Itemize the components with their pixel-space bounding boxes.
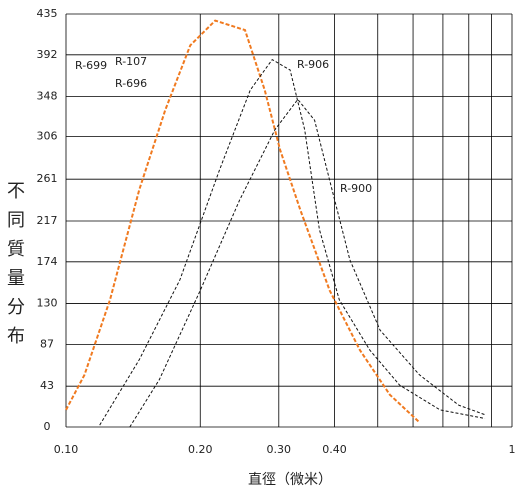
y-tick-label: 87 [40, 337, 54, 350]
series-line [99, 58, 486, 426]
x-tick-label: 0.20 [188, 443, 213, 456]
y-tick-label: 392 [37, 48, 58, 61]
x-axis-title: 直徑（微米） [248, 471, 332, 488]
y-tick-label: 130 [37, 297, 58, 310]
x-tick-label: 0.40 [322, 443, 347, 456]
y-tick-label: 261 [37, 172, 58, 185]
y-tick-label: 306 [37, 129, 58, 142]
y-tick-label: 348 [37, 90, 58, 103]
y-tick-label: 0 [44, 420, 51, 433]
annotation: R-699 [75, 59, 107, 72]
series-label: R-107 [115, 55, 147, 68]
series-line [65, 19, 421, 424]
y-tick-label: 43 [40, 379, 54, 392]
series-label: R-906 [297, 58, 329, 71]
annotation: R-696 [115, 77, 147, 90]
y-tick-label: 435 [37, 7, 58, 20]
y-tick-label: 217 [37, 214, 58, 227]
series-label: R-900 [340, 182, 372, 195]
x-tick-label: 1 [509, 443, 516, 456]
y-axis-title: 不同質量分布 [7, 181, 25, 347]
x-tick-label: 0.10 [54, 443, 79, 456]
y-tick-label: 174 [37, 255, 58, 268]
series-line [129, 98, 486, 428]
x-tick-label: 0.30 [267, 443, 292, 456]
